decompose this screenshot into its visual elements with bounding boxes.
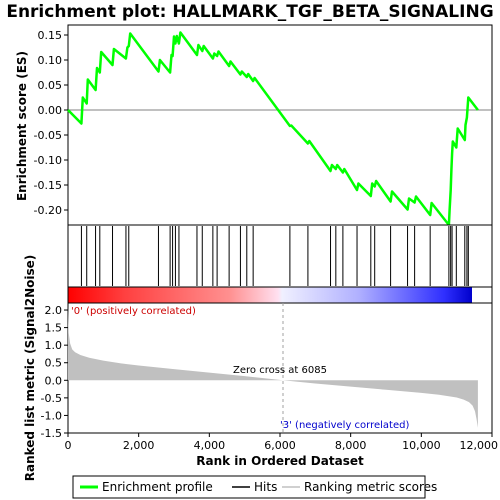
x-tick-label: 10,000 [402, 439, 441, 452]
x-tick-label: 4,000 [194, 439, 226, 452]
legend-label-hits: Hits [254, 480, 277, 494]
es-y-tick-label: 0.05 [38, 79, 63, 92]
hit-markers [80, 226, 469, 286]
legend-label-metric: Ranking metric scores [304, 480, 437, 494]
metric-y-tick-label: -0.5 [41, 392, 62, 405]
metric-y-ticks: 2.0 1.5 1.0 0.5 0.0 -0.5 -1.0 -1.5 [41, 304, 68, 440]
zero-cross-label: Zero cross at 6085 [233, 365, 327, 376]
es-y-tick-label: -0.05 [34, 129, 62, 142]
x-axis-label: Rank in Ordered Dataset [196, 454, 364, 468]
metric-y-tick-label: -1.0 [41, 409, 62, 422]
metric-panel: 2.0 1.5 1.0 0.5 0.0 -0.5 -1.0 -1.5 0 2,000 4,000 6… [23, 255, 498, 482]
hits-plot-frame [67, 224, 493, 288]
legend: Enrichment profile Hits Ranking metric s… [72, 475, 437, 499]
es-y-tick-label: -0.15 [34, 179, 62, 192]
es-y-tick-label: 0.00 [38, 104, 63, 117]
metric-y-tick-label: 0.0 [45, 374, 63, 387]
es-panel: 0.15 0.10 0.05 0.00 -0.05 -0.10 -0.15 -0.20 Enr… [15, 24, 493, 227]
metric-y-tick-label: 2.0 [45, 304, 63, 317]
enrichment-profile-line [67, 31, 479, 227]
ranking-metric-area [68, 306, 478, 428]
es-y-tick-label: 0.10 [38, 54, 63, 67]
negative-correlation-label: '3' (negatively correlated) [280, 420, 409, 431]
es-y-tick-label: -0.20 [34, 204, 62, 217]
positive-correlation-label: '0' (positively correlated) [71, 306, 196, 317]
x-tick-label: 8,000 [335, 439, 367, 452]
x-tick-label: 12,000 [460, 439, 499, 452]
hits-panel [67, 224, 493, 304]
x-ticks: 0 2,000 4,000 6,000 8,000 10,000 12,000 [65, 433, 499, 452]
es-y-axis-label: Enrichment score (ES) [15, 51, 29, 201]
metric-y-axis-label: Ranked list metric (Signal2Noise) [23, 255, 37, 482]
es-y-tick-label: -0.10 [34, 154, 62, 167]
metric-y-tick-label: 1.5 [45, 322, 63, 335]
x-tick-label: 0 [65, 439, 72, 452]
enrichment-profile-path [67, 31, 479, 227]
x-tick-label: 6,000 [264, 439, 296, 452]
rank-color-bar [68, 287, 472, 303]
x-tick-label: 2,000 [123, 439, 155, 452]
metric-y-tick-label: -1.5 [41, 427, 62, 440]
legend-label-enrichment: Enrichment profile [102, 480, 213, 494]
metric-y-tick-label: 1.0 [45, 339, 63, 352]
es-y-tick-label: 0.15 [38, 29, 63, 42]
chart-title: Enrichment plot: HALLMARK_TGF_BETA_SIGNA… [6, 2, 493, 22]
es-plot-frame [67, 24, 493, 226]
es-y-ticks: 0.15 0.10 0.05 0.00 -0.05 -0.10 -0.15 -0.20 [34, 29, 68, 217]
metric-y-tick-label: 0.5 [45, 357, 63, 370]
